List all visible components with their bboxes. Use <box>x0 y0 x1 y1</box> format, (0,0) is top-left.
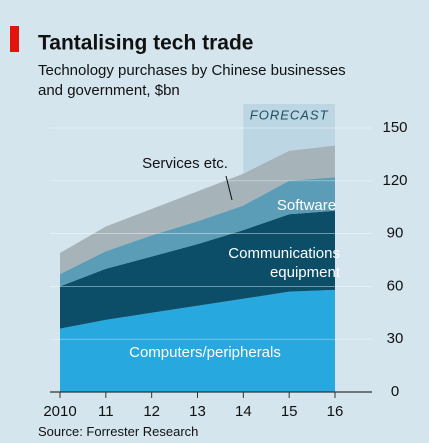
source: Source: Forrester Research <box>38 424 199 439</box>
subtitle: Technology purchases by Chinese business… <box>38 62 346 99</box>
x-tick-label: 14 <box>235 403 252 420</box>
x-tick-label: 11 <box>98 403 114 420</box>
x-tick-label: 13 <box>189 403 206 420</box>
x-tick-label: 2010 <box>43 403 76 420</box>
chart-title: Tantalising tech trade <box>38 32 254 55</box>
y-tick-label: 150 <box>382 119 407 136</box>
series-label: Services etc. <box>142 155 228 172</box>
x-tick-label: 12 <box>143 403 160 420</box>
y-tick-label: 90 <box>387 225 404 242</box>
y-tick-label: 60 <box>387 277 404 294</box>
y-tick-label: 0 <box>391 383 399 400</box>
y-tick-label: 120 <box>382 172 407 189</box>
area <box>60 289 335 392</box>
red-tag <box>10 26 19 52</box>
leader-line <box>225 175 233 201</box>
area <box>60 210 335 329</box>
series-label: Communications equipment <box>228 245 340 281</box>
x-tick-label: 16 <box>327 403 344 420</box>
x-tick-label: 15 <box>281 403 298 420</box>
series-label: Computers/peripherals <box>129 344 281 361</box>
y-tick-label: 30 <box>387 330 404 347</box>
area <box>60 177 335 287</box>
forecast-label: FORECAST <box>250 107 329 122</box>
series-label: Software <box>276 197 337 214</box>
area <box>60 145 335 275</box>
